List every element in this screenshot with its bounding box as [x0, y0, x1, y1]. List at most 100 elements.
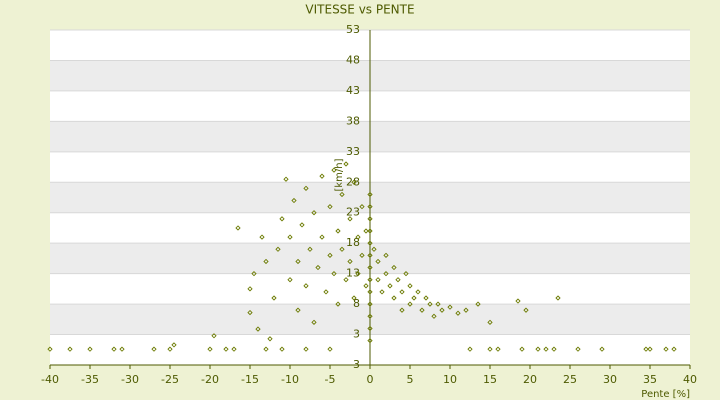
data-point: [399, 289, 405, 295]
data-point: [383, 270, 389, 277]
data-point: [343, 161, 349, 167]
data-point: [663, 346, 669, 352]
data-point: [267, 336, 273, 342]
x-tick-label: -15: [241, 373, 259, 386]
data-point: [275, 246, 281, 252]
x-tick-label: 5: [407, 373, 414, 386]
x-tick-label: -25: [161, 373, 179, 386]
data-point: [647, 346, 653, 352]
data-point: [111, 346, 117, 352]
data-point: [359, 252, 365, 259]
data-point: [311, 319, 317, 326]
data-point: [395, 277, 401, 283]
data-point: [295, 258, 301, 265]
x-tick-label: 30: [603, 373, 617, 386]
data-point: [363, 283, 369, 289]
data-point: [363, 228, 369, 234]
data-point: [119, 346, 125, 352]
data-point: [287, 277, 293, 283]
data-point: [351, 295, 357, 301]
data-point: [279, 216, 285, 222]
data-point: [599, 346, 605, 352]
data-point: [387, 283, 393, 289]
data-point: [487, 319, 493, 326]
y-tick-label: 48: [346, 53, 360, 66]
data-point: [575, 346, 581, 352]
x-tick-label: 0: [367, 373, 374, 386]
data-point: [223, 346, 229, 352]
data-point: [303, 185, 309, 192]
data-point: [367, 337, 373, 344]
x-tick-label: -40: [41, 373, 59, 386]
data-point: [551, 346, 557, 352]
data-point: [467, 346, 473, 352]
data-point: [47, 346, 53, 352]
y-tick-label: 33: [346, 145, 360, 158]
data-point: [319, 173, 325, 179]
data-point: [359, 203, 365, 210]
data-point: [171, 342, 177, 348]
data-point: [347, 258, 353, 265]
data-point: [367, 313, 373, 319]
data-point: [435, 301, 441, 307]
data-point: [407, 283, 413, 289]
data-point: [383, 252, 389, 259]
data-point: [235, 225, 241, 231]
data-point: [439, 307, 445, 313]
data-point: [367, 240, 373, 246]
data-point: [355, 234, 361, 240]
data-point: [411, 295, 417, 301]
data-point: [543, 346, 549, 352]
data-point: [367, 191, 373, 198]
data-point: [283, 176, 289, 182]
data-point: [259, 234, 265, 240]
data-point: [271, 295, 277, 301]
data-point: [643, 346, 649, 352]
data-point: [303, 346, 309, 352]
x-tick-label: -30: [121, 373, 139, 386]
data-point: [427, 301, 433, 307]
data-point: [431, 313, 437, 319]
data-point: [419, 307, 425, 313]
data-point: [367, 325, 373, 332]
y-tick-label: 8: [353, 297, 360, 310]
data-point: [311, 210, 317, 216]
data-point: [67, 346, 73, 352]
data-point: [391, 264, 397, 271]
x-tick-label: -20: [201, 373, 219, 386]
data-point: [331, 270, 337, 277]
data-point: [487, 346, 493, 352]
data-point: [355, 270, 361, 277]
x-tick-label: 25: [563, 373, 577, 386]
x-tick-label: -35: [81, 373, 99, 386]
data-point: [247, 309, 253, 316]
data-point: [375, 258, 381, 265]
data-point: [391, 295, 397, 301]
data-point: [343, 277, 349, 283]
y-tick-label: 18: [346, 236, 360, 249]
x-tick-label: -5: [325, 373, 336, 386]
data-point: [335, 301, 341, 307]
y-tick-label: 53: [346, 23, 360, 36]
y-tick-label: 23: [346, 206, 360, 219]
x-tick-label: 10: [443, 373, 457, 386]
data-point: [327, 346, 333, 352]
data-point: [251, 270, 257, 277]
data-point: [455, 310, 461, 316]
data-point: [367, 301, 373, 307]
data-point: [303, 283, 309, 289]
data-point: [295, 307, 301, 313]
data-point: [519, 346, 525, 352]
x-tick-label: 20: [523, 373, 537, 386]
data-point: [291, 197, 297, 204]
data-point: [495, 346, 501, 352]
chart-title: VITESSE vs PENTE: [305, 3, 414, 17]
data-point: [367, 289, 373, 295]
x-tick-label: 40: [683, 373, 697, 386]
data-point: [299, 222, 305, 228]
data-point: [263, 258, 269, 265]
x-axis-title: Pente [%]: [641, 389, 690, 400]
data-point: [279, 346, 285, 352]
y-tick-label: 3: [353, 328, 360, 341]
